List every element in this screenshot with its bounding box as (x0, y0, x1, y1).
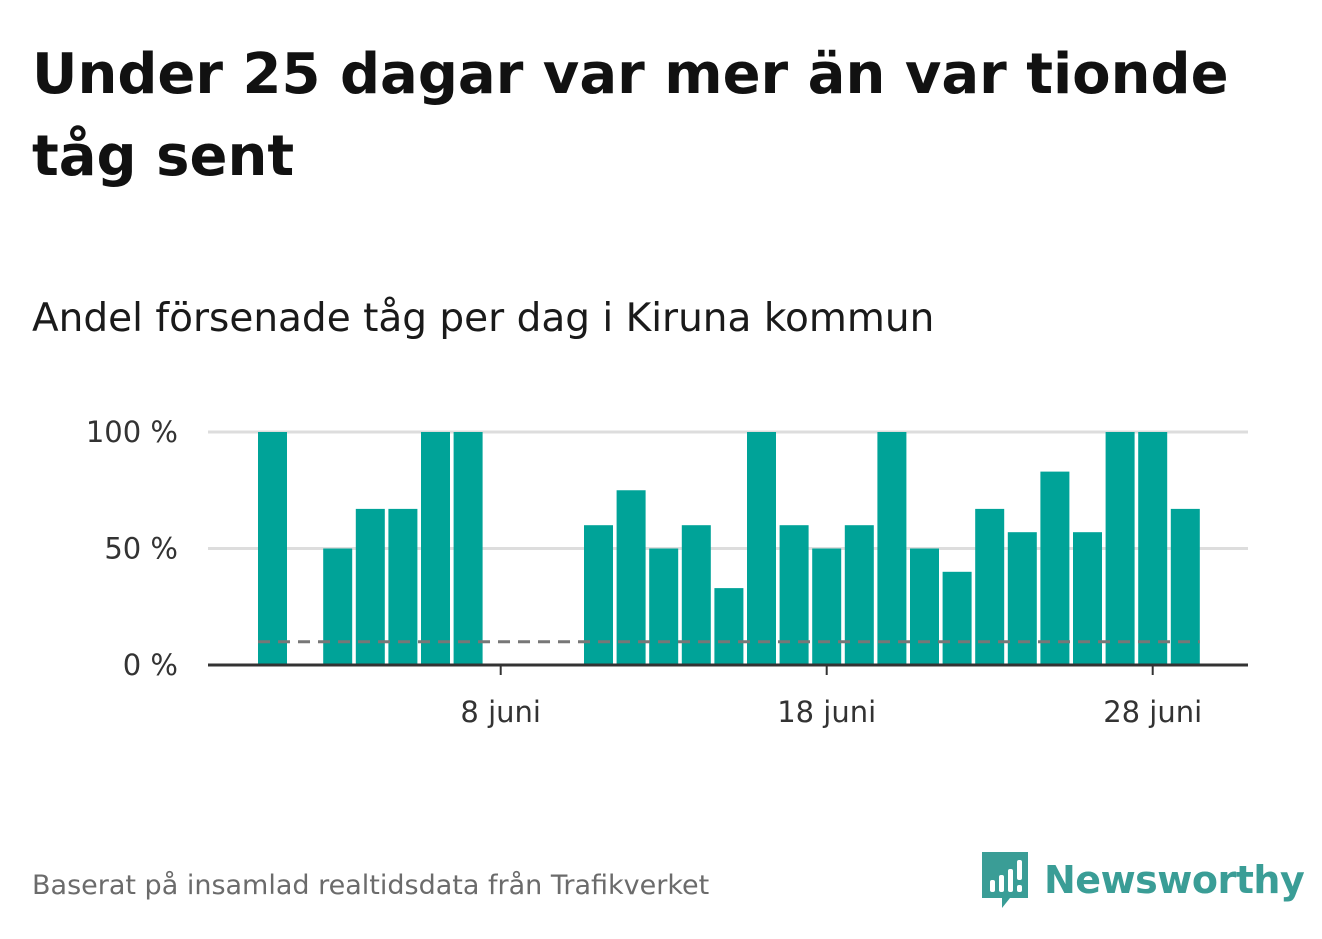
x-tick-label-2024-06-28: 28 juni (1103, 695, 1202, 729)
bar-2024-06-24 (1007, 532, 1037, 665)
x-axis-labels: 8 juni 18 juni 28 juni (460, 665, 1202, 729)
bar-chart: 0 % 50 % 100 % 8 juni 18 juni 28 juni (86, 415, 1248, 729)
bar-2024-06-13 (649, 548, 679, 665)
newsworthy-logo-icon (982, 852, 1028, 908)
bar-2024-06-06 (421, 432, 450, 665)
bar-2024-06-20 (877, 432, 907, 665)
brand-logo: Newsworthy (980, 850, 1305, 910)
bar-2024-06-11 (584, 525, 613, 665)
bar-2024-06-22 (942, 571, 972, 665)
bar-2024-06-12 (616, 490, 646, 665)
bar-2024-06-14 (681, 525, 711, 665)
y-axis-labels: 0 % 50 % 100 % (86, 415, 178, 682)
chart-title: Under 25 dagar var mer än var tionde tåg… (32, 42, 1229, 189)
x-tick-label-2024-06-18: 18 juni (777, 695, 876, 729)
bar-2024-06-21 (910, 548, 939, 665)
bar-2024-06-25 (1040, 471, 1070, 665)
bar-2024-06-07 (453, 432, 483, 665)
bar-2024-06-18 (812, 548, 842, 665)
bar-2024-06-04 (355, 508, 385, 665)
bar-2024-06-15 (714, 588, 744, 665)
bar-2024-06-05 (388, 508, 418, 665)
brand-name: Newsworthy (1044, 858, 1305, 902)
y-tick-label-50: 50 % (104, 532, 178, 566)
bar-2024-06-17 (779, 525, 809, 665)
bar-2024-06-27 (1105, 432, 1135, 665)
bar-2024-06-19 (844, 525, 874, 665)
source-note: Baserat på insamlad realtidsdata från Tr… (32, 870, 710, 901)
bar-2024-06-01 (258, 432, 287, 665)
y-tick-label-0: 0 % (123, 648, 178, 682)
y-tick-label-100: 100 % (86, 415, 178, 449)
chart-subtitle: Andel försenade tåg per dag i Kiruna kom… (32, 296, 935, 341)
x-tick-label-2024-06-08: 8 juni (460, 695, 541, 729)
bar-2024-06-29 (1170, 508, 1200, 665)
bar-2024-06-26 (1073, 532, 1102, 665)
bar-2024-06-03 (323, 548, 353, 665)
bar-2024-06-28 (1138, 432, 1168, 665)
bar-2024-06-23 (975, 508, 1005, 665)
bar-2024-06-16 (747, 432, 776, 665)
